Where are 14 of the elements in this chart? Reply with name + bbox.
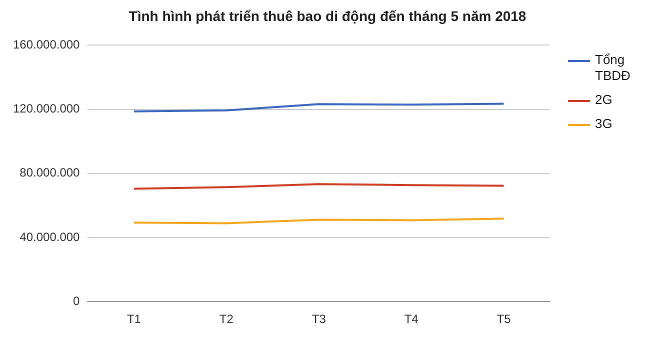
y-tick-label: 0	[73, 294, 80, 308]
y-tick-label: 120.000.000	[13, 102, 80, 116]
y-tick-label: 80.000.000	[20, 166, 80, 180]
x-tick-label: T2	[219, 312, 234, 326]
x-tick-label: T3	[312, 312, 326, 326]
chart-title: Tình hình phát triển thuê bao di động đến tháng 5 năm 2018	[128, 8, 528, 24]
legend-label: Tổng TBDĐ	[595, 52, 632, 84]
x-tick-label: T1	[126, 312, 142, 326]
legend-label: 2G	[595, 92, 614, 108]
x-tick-label: T4	[404, 312, 419, 326]
y-tick-label: 40.000.000	[20, 230, 80, 244]
y-tick-label: 160.000.000	[13, 38, 80, 52]
x-tick-label: T5	[496, 312, 512, 326]
legend-label: 3G	[595, 116, 614, 132]
